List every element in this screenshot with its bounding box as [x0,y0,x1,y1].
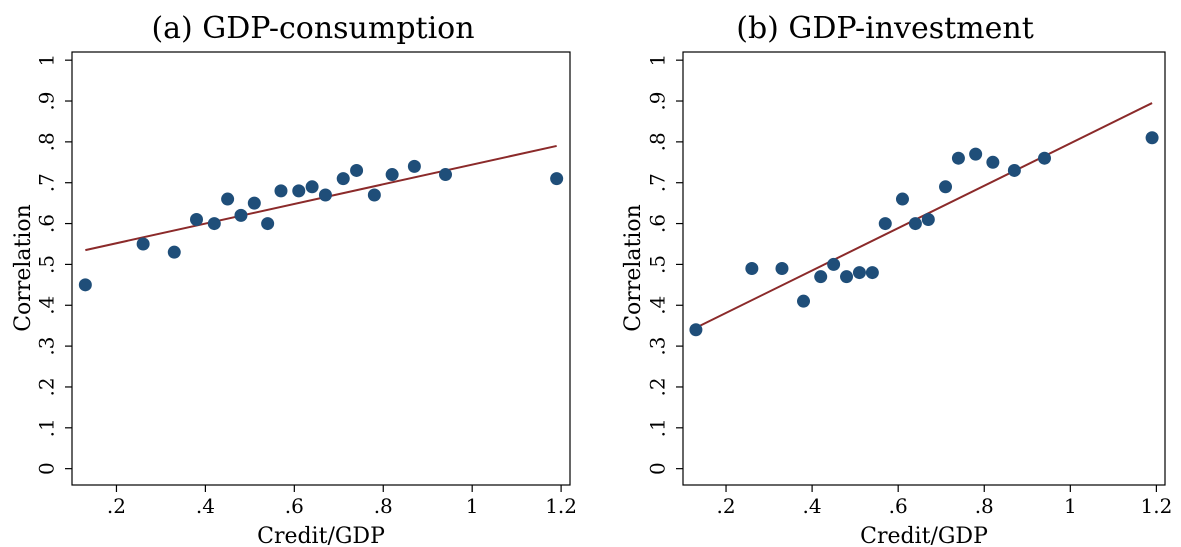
x-tick-label: .8 [374,494,393,518]
data-point [814,270,828,284]
y-tick-label: .7 [35,173,59,192]
y-tick-label: 0 [646,462,670,475]
data-point [840,270,854,284]
data-point [78,278,92,292]
chart-title: (b) GDP-investment [736,11,1034,46]
x-tick-label: 1.2 [1140,494,1172,518]
data-point [207,217,221,231]
x-tick-label: 1 [1064,494,1077,518]
x-tick-label: 1.2 [545,494,577,518]
data-point [550,172,564,186]
y-tick-label: .9 [35,91,59,110]
data-point [878,217,892,231]
x-tick-label: .6 [889,494,908,518]
x-tick-label: .4 [803,494,822,518]
x-axis: .2 .4 .6 .8 1 1.2 [107,485,577,518]
data-point [852,266,866,280]
x-axis: .2 .4 .6 .8 1 1.2 [716,485,1172,518]
data-point [350,163,364,177]
x-tick-label: .6 [285,494,304,518]
data-points [78,159,564,292]
data-point [318,188,332,202]
y-tick-label: .5 [646,255,670,274]
y-tick-label: .4 [646,296,670,315]
y-axis: 0 .1 .2 .3 .4 .5 .6 .7 .8 .9 1 [35,54,72,475]
data-point [234,208,248,222]
x-tick-label: .4 [196,494,215,518]
scatter-chart-gdp-consumption: (a) GDP-consumption 0 .1 .2 .3 .4 .5 .6 .7 .8 .9 1… [11,11,577,547]
y-axis: 0 .1 .2 .3 .4 .5 .6 .7 .8 .9 1 [646,54,683,475]
data-point [895,192,909,206]
data-point [921,212,935,226]
data-point [1007,163,1021,177]
data-point [367,188,381,202]
y-tick-label: .3 [35,337,59,356]
y-tick-label: .6 [646,214,670,233]
data-point [221,192,235,206]
data-point [136,237,150,251]
data-point [908,217,922,231]
data-point [261,217,275,231]
data-point [1038,151,1051,165]
y-tick-label: 1 [35,54,59,67]
y-tick-label: .6 [35,214,59,233]
panel-gdp-consumption: (a) GDP-consumption 0 .1 .2 .3 .4 .5 .6 .7 .8 .9 1… [0,0,590,547]
data-point [775,262,789,275]
data-points [689,131,1159,337]
y-tick-label: .3 [646,337,670,356]
data-point [274,184,288,198]
y-tick-label: .4 [35,296,59,315]
data-point [305,180,319,194]
chart-title: (a) GDP-consumption [151,11,474,46]
data-point [167,245,181,259]
y-tick-label: 0 [35,462,59,475]
x-axis-label: Credit/GDP [860,524,988,547]
data-point [247,196,261,210]
y-axis-label: Correlation [11,204,36,332]
y-tick-label: .1 [646,418,670,437]
y-tick-label: .2 [35,377,59,396]
data-point [745,262,759,275]
data-point [797,294,810,308]
panel-gdp-investment: (b) GDP-investment 0.1.2.3.4.5.6.7.8.9 1 … [590,0,1180,547]
data-point [689,323,703,337]
data-point [407,159,421,173]
x-tick-label: .2 [716,494,735,518]
y-axis-label: Correlation [621,204,646,332]
y-tick-label: .2 [646,377,670,396]
x-axis-label: Credit/GDP [257,524,385,547]
plot-area [71,51,571,486]
data-point [439,168,452,182]
x-tick-label: 1 [466,494,479,518]
x-tick-label: .2 [107,494,126,518]
data-point [865,266,879,280]
data-point [969,147,983,161]
data-point [1145,131,1159,145]
y-tick-label: 1 [646,54,670,67]
y-tick-label: .8 [646,132,670,151]
data-point [336,172,350,186]
data-point [951,151,965,165]
data-point [292,184,306,198]
data-point [986,155,1000,169]
data-point [939,180,953,194]
y-tick-label: .8 [35,132,59,151]
data-point [385,168,399,182]
y-tick-label: .1 [35,418,59,437]
y-tick-label: .5 [35,255,59,274]
y-tick-label: .7 [646,173,670,192]
y-tick-label: .9 [646,91,670,110]
scatter-chart-gdp-investment: (b) GDP-investment 0.1.2.3.4.5.6.7.8.91 … [621,11,1172,547]
x-tick-label: .8 [975,494,994,518]
data-point [190,212,203,226]
data-point [827,257,841,271]
plot-area [682,51,1166,486]
